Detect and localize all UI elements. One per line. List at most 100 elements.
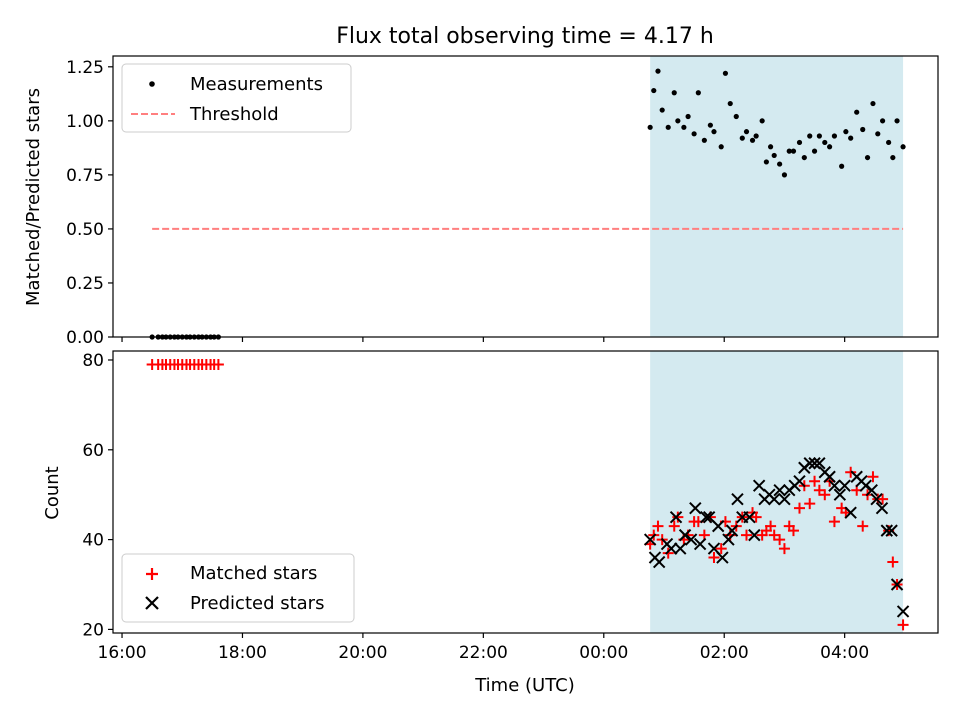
legend-measurements-marker	[149, 81, 155, 87]
legend-predicted-label: Predicted stars	[190, 593, 324, 614]
count-y-tick-label: 80	[82, 351, 104, 371]
measurement-point	[671, 90, 677, 96]
ratio-y-tick-label: 1.25	[66, 58, 104, 78]
measurement-point	[890, 154, 896, 161]
measurement-point	[786, 148, 792, 154]
predicted-star-point	[665, 542, 678, 555]
measurement-point	[790, 148, 797, 154]
matched-star-point	[819, 489, 831, 501]
predicted-star-point	[674, 542, 687, 555]
count-y-tick-label: 40	[82, 531, 104, 551]
measurement-point	[695, 90, 701, 96]
matched-star-point	[804, 498, 816, 510]
matched-star-point	[662, 547, 674, 559]
matched-star-point	[887, 556, 899, 568]
measurement-point	[681, 124, 687, 130]
measurement-point	[879, 118, 886, 124]
measurement-point	[827, 144, 833, 150]
measurement-point	[771, 152, 777, 159]
ratio-plot-frame	[112, 55, 939, 338]
legend-predicted-marker	[145, 596, 159, 610]
predicted-star-point	[652, 555, 666, 569]
predicted-star-point	[828, 479, 841, 492]
x-tick-label: 00:00	[579, 643, 628, 663]
predicted-star-point	[689, 501, 702, 515]
predicted-star-point	[767, 492, 781, 506]
predicted-star-point	[833, 488, 847, 501]
measurement-point	[781, 172, 788, 178]
x-tick-label: 22:00	[459, 643, 508, 663]
count-legend-box	[121, 553, 355, 623]
ratio-panel: 0.00 0.25 0.50 0.75 1.00 1.25 Matched/Predict…	[23, 55, 939, 348]
measurement-point	[675, 118, 681, 124]
matched-star-point	[857, 520, 869, 532]
ratio-y-tick-label: 0.25	[66, 274, 104, 294]
measurement-point	[777, 161, 783, 167]
measurement-point	[733, 113, 739, 120]
measurement-point	[727, 100, 733, 107]
predicted-star-point	[880, 524, 894, 537]
matched-star-point	[793, 502, 805, 514]
matched-star-point	[672, 511, 684, 523]
measurement-point	[749, 137, 756, 143]
predicted-star-point	[870, 492, 883, 506]
predicted-star-point	[890, 578, 904, 591]
matched-star-point	[809, 475, 821, 487]
measurement-point	[711, 129, 717, 135]
predicted-star-point	[896, 605, 910, 618]
predicted-star-point	[859, 479, 872, 492]
measurement-point	[796, 139, 803, 146]
measurement-point	[831, 133, 838, 139]
x-tick-label: 18:00	[218, 643, 267, 663]
x-tick-label: 16:00	[98, 643, 147, 663]
matched-star-point	[845, 466, 857, 478]
measurement-point	[665, 124, 671, 130]
measurement-point	[801, 154, 807, 161]
measurement-point	[647, 124, 653, 130]
measurement-point	[655, 68, 661, 74]
predicted-star-point	[643, 533, 657, 546]
predicted-star-point	[711, 519, 725, 533]
matched-star-point	[741, 529, 753, 541]
measurement-point	[753, 133, 759, 139]
predicted-star-point	[813, 457, 826, 470]
x-tick-label: 20:00	[338, 643, 387, 663]
count-plot-frame	[112, 350, 939, 634]
predicted-star-point	[743, 510, 756, 524]
measurement-point	[718, 144, 724, 150]
predicted-star-point	[699, 510, 713, 524]
ratio-legend-box	[121, 63, 352, 133]
count-legend: Matched stars Predicted stars	[121, 553, 355, 623]
matched-star-point	[652, 520, 664, 532]
matched-star-point	[668, 520, 680, 532]
measurement-point	[822, 139, 828, 146]
x-tick-label: 02:00	[700, 643, 749, 663]
count-panel: 20 40 60 80 16:00 18:00 20:00 22:00 00:00 02:00 0…	[42, 350, 939, 696]
legend-matched-marker	[146, 568, 158, 580]
measurement-point	[691, 131, 697, 137]
ratio-shaded-region	[650, 56, 904, 337]
predicted-star-point	[678, 528, 692, 542]
measurement-point	[651, 87, 657, 94]
ratio-y-tick-label: 0.50	[66, 220, 104, 240]
measurement-point	[743, 129, 750, 135]
predicted-star-point	[803, 457, 816, 470]
count-y-tick-label: 20	[82, 620, 104, 640]
predicted-star-point	[844, 506, 857, 519]
count-y-tick-label: 60	[82, 441, 104, 461]
predicted-star-point	[823, 470, 836, 483]
predicted-star-point	[725, 524, 739, 537]
ratio-y-tick-label: 0.00	[66, 328, 104, 348]
measurement-point	[763, 159, 769, 165]
measurement-point	[864, 154, 871, 161]
measurement-point	[739, 135, 745, 141]
measurement-point	[707, 122, 713, 128]
matched-star-point	[867, 471, 879, 483]
measurement-point	[854, 109, 860, 115]
matched-star-point	[828, 516, 840, 528]
measurement-point	[886, 139, 892, 146]
measurement-point	[685, 113, 691, 120]
matched-star-point	[778, 543, 790, 555]
predicted-star-point	[684, 533, 698, 546]
